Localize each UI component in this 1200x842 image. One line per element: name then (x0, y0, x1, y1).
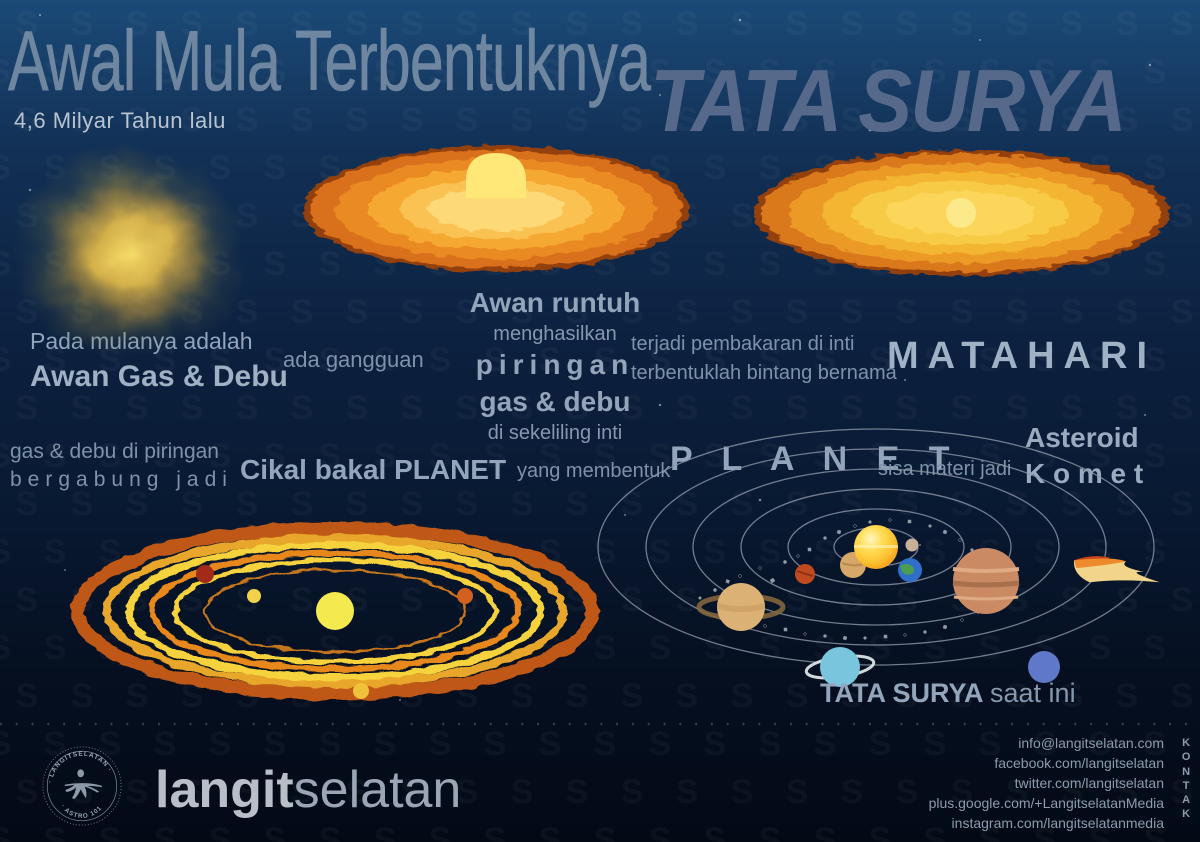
svg-text:· LANGITSELATAN ·: · LANGITSELATAN · (47, 751, 114, 784)
